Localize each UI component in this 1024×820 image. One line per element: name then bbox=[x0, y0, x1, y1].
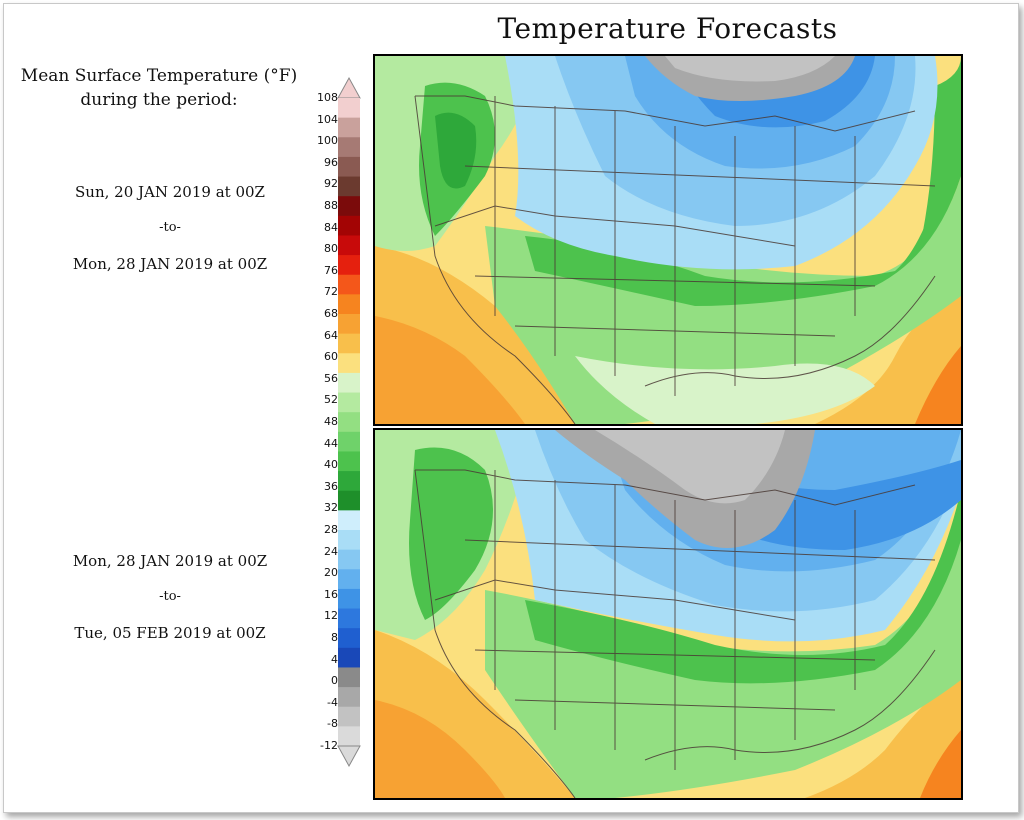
colorbar-swatch bbox=[338, 372, 360, 394]
colorbar-tick-label: 48 bbox=[324, 415, 338, 428]
colorbar-tick-label: 72 bbox=[324, 285, 338, 299]
colorbar-tick-label: -12 bbox=[320, 739, 338, 752]
colorbar-swatch bbox=[338, 510, 360, 531]
colorbar-tick-label: 52 bbox=[324, 393, 338, 407]
colorbar-tick-label: 100 bbox=[317, 134, 338, 148]
colorbar-tick-label: 56 bbox=[324, 371, 338, 385]
colorbar-swatch bbox=[338, 490, 360, 511]
colorbar-tick-label: 104 bbox=[317, 112, 338, 126]
colorbar-swatch bbox=[338, 392, 360, 413]
period-2-end: Tue, 05 FEB 2019 at 00Z bbox=[74, 624, 266, 642]
colorbar-swatch bbox=[338, 471, 360, 492]
colorbar-tick-label: 60 bbox=[324, 350, 338, 364]
colorbar-tick-label: 84 bbox=[324, 220, 338, 234]
colorbar-tick-label: 32 bbox=[324, 501, 338, 515]
colorbar-tick-label: -8 bbox=[327, 717, 338, 731]
period-2-label: Mon, 28 JAN 2019 at 00Z -to- Tue, 05 FEB… bbox=[40, 543, 300, 651]
colorbar-tick-label: 40 bbox=[324, 458, 338, 472]
colorbar-tick-label: 92 bbox=[324, 177, 338, 191]
colorbar-swatch bbox=[338, 706, 360, 727]
colorbar-swatch bbox=[338, 196, 360, 217]
colorbar-swatch bbox=[338, 156, 360, 178]
colorbar-tick-label: 36 bbox=[324, 479, 338, 493]
period-1-start: Sun, 20 JAN 2019 at 00Z bbox=[75, 183, 265, 201]
colorbar-swatch bbox=[338, 647, 360, 668]
colorbar-swatch bbox=[338, 588, 360, 610]
period-1-end: Mon, 28 JAN 2019 at 00Z bbox=[72, 255, 268, 273]
colorbar-swatch bbox=[338, 235, 360, 256]
colorbar-swatch bbox=[338, 215, 360, 236]
colorbar-tick-label: 4 bbox=[331, 652, 338, 666]
colorbar-tick-label: 76 bbox=[324, 263, 338, 277]
colorbar-swatch bbox=[338, 294, 360, 315]
week1-temperature-field bbox=[375, 56, 961, 424]
colorbar-tick-label: 96 bbox=[324, 155, 338, 169]
colorbar-swatch bbox=[338, 431, 360, 452]
colorbar-swatch bbox=[338, 412, 360, 433]
colorbar-tick-label: 20 bbox=[324, 566, 338, 580]
colorbar-swatch bbox=[338, 608, 360, 629]
colorbar-swatch bbox=[338, 451, 360, 472]
colorbar-tick-label: 24 bbox=[324, 544, 338, 558]
colorbar-tick-label: 44 bbox=[324, 436, 338, 450]
colorbar-tick-label: 88 bbox=[324, 199, 338, 212]
week2-temperature-field bbox=[375, 430, 961, 798]
colorbar-tick-label: 64 bbox=[324, 328, 338, 342]
colorbar-swatch bbox=[338, 176, 360, 197]
colorbar-top-arrow bbox=[337, 76, 361, 99]
colorbar-tick-label: 80 bbox=[324, 242, 338, 256]
colorbar-swatch bbox=[338, 353, 360, 374]
colorbar-tick-label: 12 bbox=[324, 609, 338, 623]
colorbar-tick-label: 0 bbox=[331, 674, 338, 688]
colorbar-tick-label: 8 bbox=[331, 631, 338, 644]
colorbar-swatch bbox=[338, 333, 360, 354]
figure-title: Temperature Forecasts bbox=[497, 12, 838, 45]
colorbar-tick-label: 68 bbox=[324, 307, 338, 320]
colorbar-tick-label: 28 bbox=[324, 523, 338, 536]
colorbar-swatch bbox=[338, 98, 360, 119]
colorbar-swatch bbox=[338, 314, 360, 335]
colorbar-tick-label: -4 bbox=[327, 695, 338, 709]
period-1-separator: -to- bbox=[159, 220, 181, 235]
period-2-start: Mon, 28 JAN 2019 at 00Z bbox=[72, 552, 268, 570]
colorbar-swatch bbox=[338, 117, 360, 138]
period-1-label: Sun, 20 JAN 2019 at 00Z -to- Mon, 28 JAN… bbox=[40, 174, 300, 282]
colorbar-swatch bbox=[338, 687, 360, 708]
legend-title-line2: during the period: bbox=[80, 90, 238, 110]
colorbar-swatch bbox=[338, 137, 360, 158]
colorbar-tick-label: 108 bbox=[317, 91, 338, 104]
colorbar-swatch bbox=[338, 628, 360, 649]
legend-title: Mean Surface Temperature (°F) during the… bbox=[14, 64, 304, 112]
colorbar-swatch bbox=[338, 726, 360, 747]
colorbar-swatch bbox=[338, 549, 360, 570]
legend-title-line1: Mean Surface Temperature (°F) bbox=[20, 66, 298, 86]
colorbar-swatch bbox=[338, 530, 360, 551]
colorbar-bottom-arrow bbox=[337, 745, 361, 768]
colorbar-swatch bbox=[338, 667, 360, 688]
colorbar-swatch bbox=[338, 255, 360, 276]
colorbar-swatch bbox=[338, 274, 360, 295]
colorbar-swatch bbox=[338, 569, 360, 590]
period-2-separator: -to- bbox=[159, 589, 181, 604]
forecast-map-week1 bbox=[373, 54, 963, 426]
temperature-colorbar bbox=[337, 76, 361, 768]
forecast-map-week2 bbox=[373, 428, 963, 800]
colorbar-tick-label: 16 bbox=[324, 587, 338, 601]
